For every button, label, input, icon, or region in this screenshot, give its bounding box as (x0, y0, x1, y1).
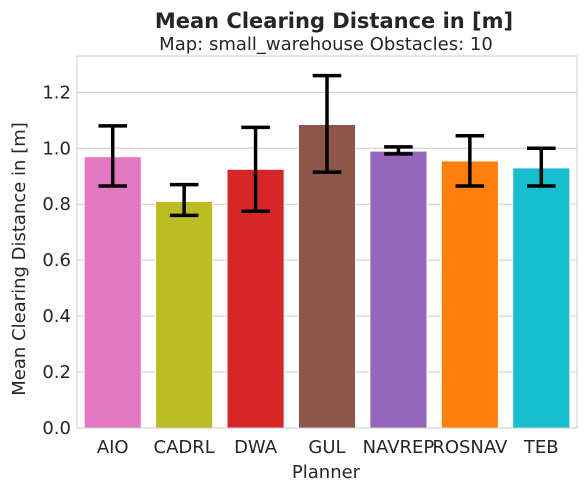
chart-subtitle: Map: small_warehouse Obstacles: 10 (159, 34, 493, 55)
y-tick-label: 1.2 (42, 82, 71, 103)
y-tick-label: 0.2 (42, 362, 71, 383)
x-tick-label: TEB (523, 437, 559, 458)
y-tick-labels: 0.0 0.2 0.4 0.6 0.8 1.0 1.2 (42, 82, 71, 439)
x-tick-label: DWA (234, 437, 278, 458)
y-tick-label: 0.4 (42, 306, 71, 327)
bar (440, 160, 499, 429)
plot-frame (76, 55, 578, 429)
error-bars (98, 73, 556, 218)
bar (297, 124, 357, 429)
y-axis-label: Mean Clearing Distance in [m] (9, 122, 30, 396)
error-bar (455, 133, 485, 188)
bar (155, 200, 214, 429)
y-tick-label: 0.6 (42, 250, 71, 271)
x-tick-label: AIO (97, 437, 129, 458)
error-bar (312, 73, 342, 174)
x-tick-label: GUL (308, 437, 345, 458)
x-tick-label: CADRL (154, 437, 215, 458)
error-bar (384, 145, 413, 156)
error-bar (169, 182, 199, 218)
error-bar (241, 125, 270, 213)
y-tick-label: 1.0 (42, 138, 71, 159)
bar (512, 167, 571, 429)
error-bar (527, 146, 556, 188)
chart-title: Mean Clearing Distance in [m] (155, 9, 513, 33)
bars (83, 124, 571, 429)
bar (369, 150, 428, 429)
error-bar (98, 124, 127, 188)
bar (83, 156, 142, 429)
y-tick-label: 0.8 (42, 194, 71, 215)
x-tick-label: ROSNAV (432, 437, 508, 458)
x-axis-label: Planner (292, 462, 361, 483)
y-tick-label: 0.0 (42, 418, 71, 439)
x-tick-label: NAVREP (363, 437, 435, 458)
